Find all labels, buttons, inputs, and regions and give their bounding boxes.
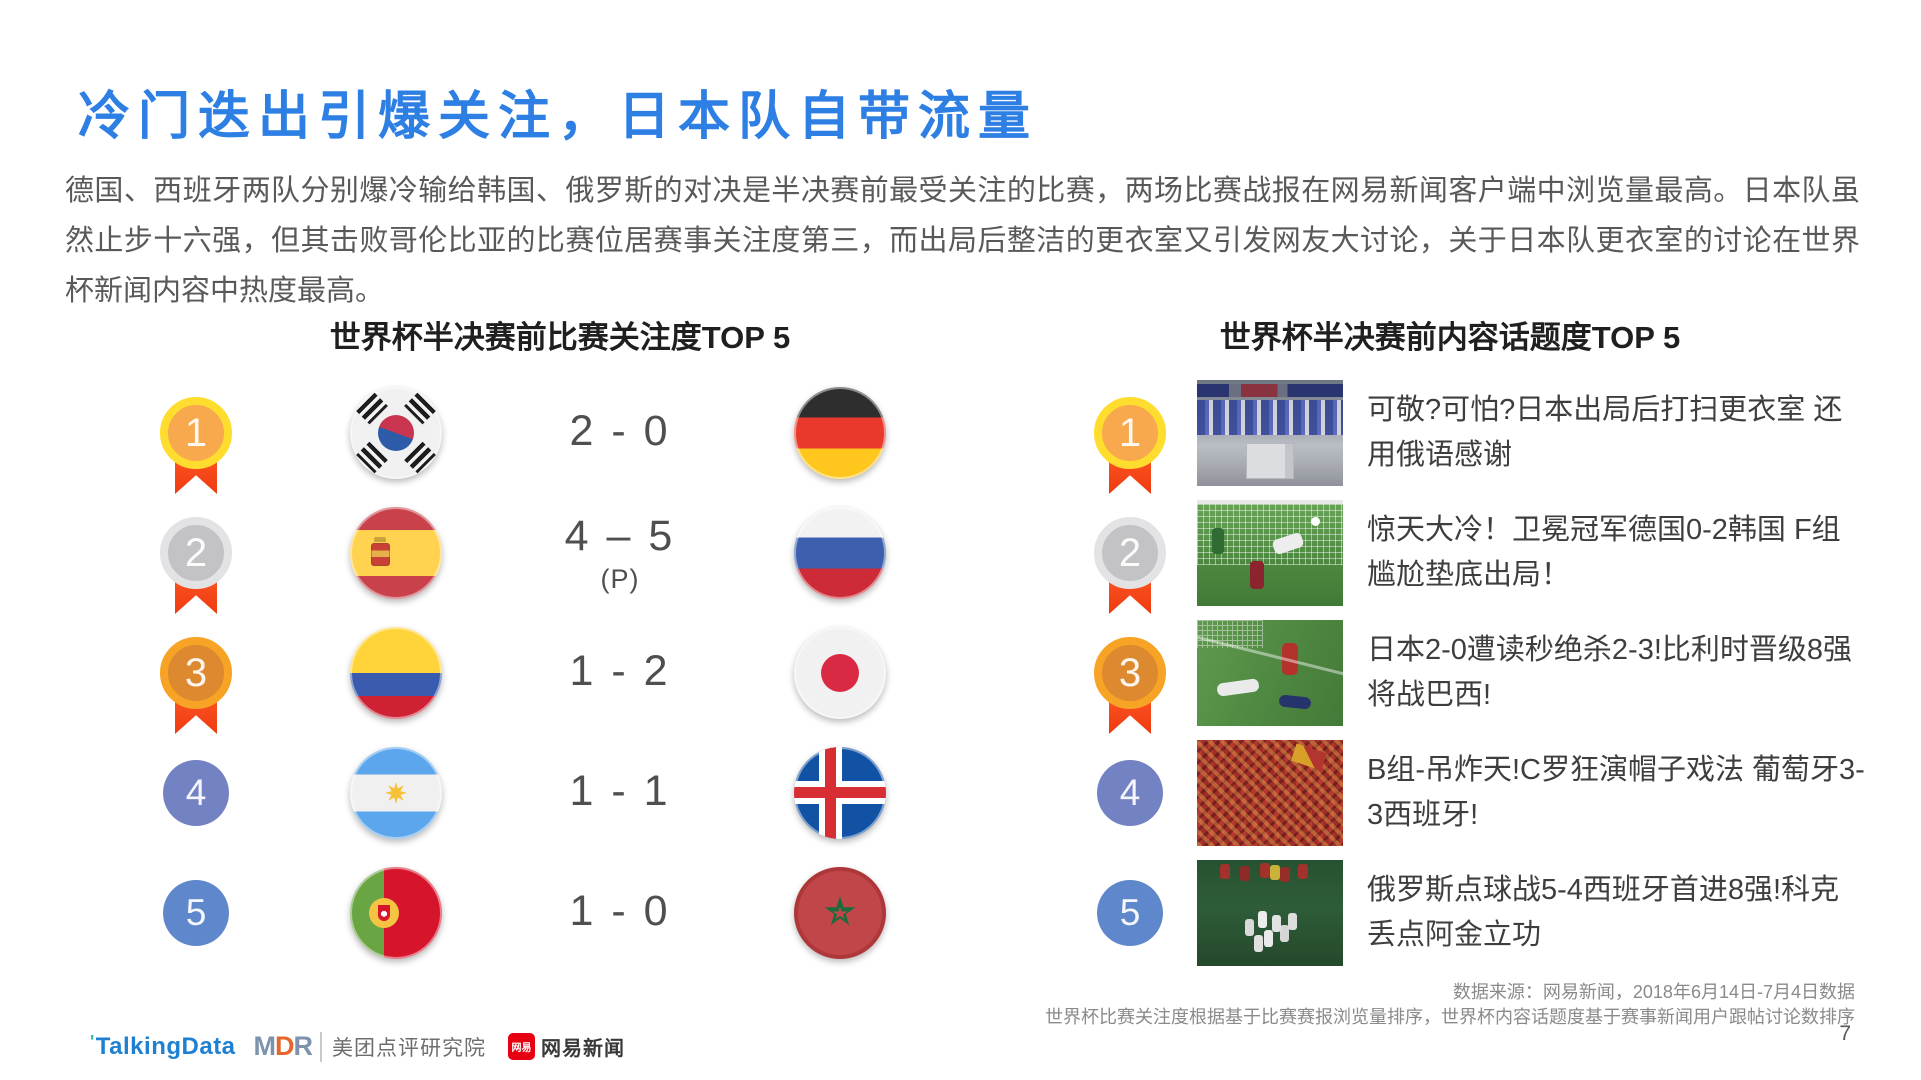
germany-flag-icon <box>794 387 886 479</box>
talkingdata-mark-icon: ' <box>90 1031 95 1052</box>
netease-news-label: 网易新闻 <box>541 1038 626 1060</box>
source-line-1: 数据来源：网易新闻，2018年6月14日-7月4日数据 <box>1452 982 1855 1002</box>
celebration-thumbnail <box>1197 860 1343 966</box>
score-value: 1 - 1 <box>569 767 671 815</box>
match-row-2: 2 4 – 5 (P) <box>0 493 960 614</box>
news-row-3: 3 日本2-0遭读秒绝杀2-3!比利时晋级8强将战巴西! <box>1080 613 1921 734</box>
rank-5-badge-icon: 5 <box>160 877 232 949</box>
portugal-flag-icon <box>350 867 442 959</box>
news-headline: 可敬?可怕?日本出局后打扫更衣室 还用俄语感谢 <box>1367 394 1843 471</box>
source-line-2: 世界杯比赛关注度根据基于比赛赛报浏览量排序，世界杯内容话题度基于赛事新闻用户跟帖… <box>1045 1007 1855 1027</box>
netease-badge-icon: 网易 <box>508 1033 536 1060</box>
rank-2-medal-icon: 2 <box>1094 517 1166 614</box>
score: 4 – 5 (P) <box>525 493 715 613</box>
rank-number: 3 <box>1094 637 1166 709</box>
match-row-5: 5 1 - 0 <box>0 853 960 973</box>
rank-1-medal-icon: 1 <box>160 397 232 494</box>
rank-5-badge-icon: 5 <box>1094 877 1166 949</box>
rank-number: 2 <box>1094 517 1166 589</box>
spain-flag-icon <box>350 507 442 599</box>
score-value: 1 - 2 <box>569 647 671 695</box>
score: 2 - 0 <box>525 373 715 493</box>
rank-1-medal-icon: 1 <box>1094 397 1166 494</box>
south-korea-flag-icon <box>350 387 442 479</box>
rank-2-medal-icon: 2 <box>160 517 232 614</box>
match-ranking-panel: 1 2 - 0 2 4 – 5 (P) <box>0 373 960 973</box>
mdr-logo: M D R <box>253 1031 313 1061</box>
score: 1 - 2 <box>525 613 715 733</box>
footer-logos: ' TalkingData M D R 美团点评研究院 网易 网易新闻 <box>90 1031 625 1062</box>
fans-crowd-thumbnail <box>1197 740 1343 846</box>
news-row-5: 5 俄罗斯点球战5-4西班牙首进8强!科克丢点阿金立功 <box>1080 853 1921 973</box>
news-headline: 俄罗斯点球战5-4西班牙首进8强!科克丢点阿金立功 <box>1367 874 1840 951</box>
score-value: 2 - 0 <box>569 407 671 455</box>
page-title: 冷门迭出引爆关注，日本队自带流量 <box>78 88 1039 146</box>
news-row-1: 1 可敬?可怕?日本出局后打扫更衣室 还用俄语感谢 <box>1080 373 1921 494</box>
score: 1 - 1 <box>525 733 715 853</box>
russia-flag-icon <box>794 507 886 599</box>
rank-number: 5 <box>1097 880 1163 946</box>
fallen-players-thumbnail <box>1197 620 1343 726</box>
score-value: 4 – 5 <box>564 511 676 560</box>
iceland-flag-icon <box>794 747 886 839</box>
left-panel-heading: 世界杯半决赛前比赛关注度TOP 5 <box>329 320 791 355</box>
rank-number: 1 <box>160 397 232 469</box>
rank-number: 4 <box>163 760 229 826</box>
rank-3-medal-icon: 3 <box>160 637 232 734</box>
rank-4-badge-icon: 4 <box>160 757 232 829</box>
score-value: 1 - 0 <box>569 887 671 935</box>
rank-number: 1 <box>1094 397 1166 469</box>
rank-number: 3 <box>160 637 232 709</box>
talkingdata-wordmark: TalkingData <box>95 1032 236 1060</box>
news-headline: B组-吊炸天!C罗狂演帽子戏法 葡萄牙3-3西班牙! <box>1367 754 1865 831</box>
talkingdata-logo: ' TalkingData <box>90 1033 236 1061</box>
news-row-2: 2 惊天大冷！卫冕冠军德国0-2韩国 F组尴尬垫底出局！ <box>1080 493 1921 614</box>
news-headline: 惊天大冷！卫冕冠军德国0-2韩国 F组尴尬垫底出局！ <box>1367 514 1841 591</box>
rank-number: 2 <box>160 517 232 589</box>
news-row-4: 4 B组-吊炸天!C罗狂演帽子戏法 葡萄牙3-3西班牙! <box>1080 733 1921 853</box>
meituan-dianping-institute-label: 美团点评研究院 <box>320 1031 486 1062</box>
netease-news-logo: 网易 网易新闻 <box>508 1032 625 1061</box>
intro-paragraph: 德国、西班牙两队分别爆冷输给韩国、俄罗斯的对决是半决赛前最受关注的比赛，两场比赛… <box>65 175 1860 307</box>
match-row-3: 3 1 - 2 <box>0 613 960 734</box>
japan-flag-icon <box>794 627 886 719</box>
match-row-4: 4 1 - 1 <box>0 733 960 853</box>
rank-number: 4 <box>1097 760 1163 826</box>
match-row-1: 1 2 - 0 <box>0 373 960 494</box>
rank-3-medal-icon: 3 <box>1094 637 1166 734</box>
right-panel-heading: 世界杯半决赛前内容话题度TOP 5 <box>1219 320 1681 355</box>
score: 1 - 0 <box>525 853 715 973</box>
page-number: 7 <box>1839 1022 1851 1045</box>
score-note: (P) <box>600 563 640 594</box>
news-headline: 日本2-0遭读秒绝杀2-3!比利时晋级8强将战巴西! <box>1367 634 1853 711</box>
rank-number: 5 <box>163 880 229 946</box>
data-source-notes: 数据来源：网易新闻，2018年6月14日-7月4日数据 世界杯比赛关注度根据基于… <box>1045 980 1855 1030</box>
colombia-flag-icon <box>350 627 442 719</box>
rank-4-badge-icon: 4 <box>1094 757 1166 829</box>
goal-scene-thumbnail <box>1197 500 1343 606</box>
argentina-flag-icon <box>350 747 442 839</box>
morocco-flag-icon <box>794 867 886 959</box>
locker-room-thumbnail <box>1197 380 1343 486</box>
topic-ranking-panel: 1 可敬?可怕?日本出局后打扫更衣室 还用俄语感谢 2 惊天大冷！卫冕冠军德国0… <box>1080 373 1921 973</box>
